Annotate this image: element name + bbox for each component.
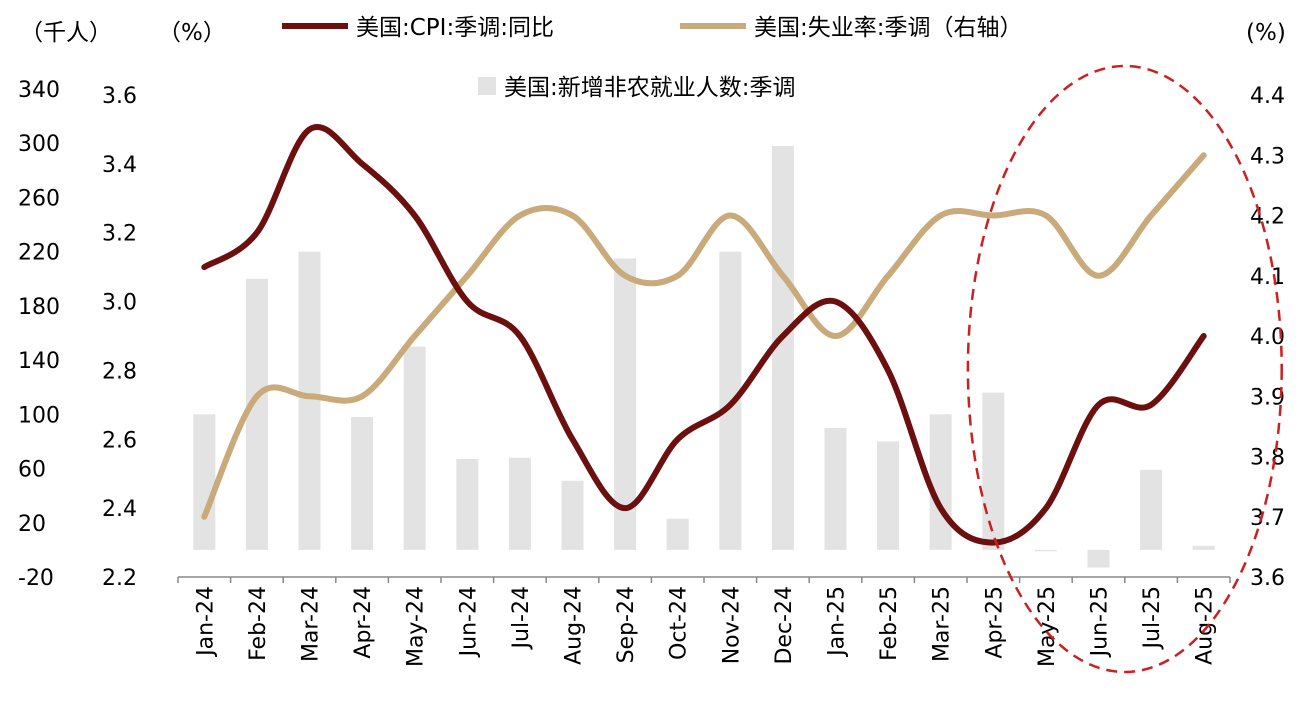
cpi-axis-tick: 3.6: [102, 84, 137, 109]
bar-Jan-25: [824, 427, 847, 550]
bar-axis-unit: （千人）: [20, 20, 112, 46]
bar-Aug-25: [1192, 545, 1215, 550]
x-tick-label: Mar-25: [930, 586, 955, 662]
unemployment-line: [201, 152, 1207, 520]
x-tick-label: Oct-24: [667, 586, 692, 660]
bar-axis-tick: 340: [18, 78, 60, 103]
x-tick-label: Jan-25: [825, 586, 850, 658]
cpi-line: [201, 124, 1207, 546]
bar-axis-tick: 260: [18, 186, 60, 211]
x-tick-label: Sep-24: [614, 586, 639, 663]
legend-label-cpi: 美国:CPI:季调:同比: [356, 15, 554, 41]
right-axis-tick: 3.9: [1250, 385, 1285, 410]
axes: [177, 576, 1231, 583]
right-axis-tick: 4.1: [1250, 265, 1285, 290]
right-axis-tick: 4.4: [1250, 84, 1285, 109]
bar-Dec-24: [771, 145, 794, 550]
x-tick-label: May-24: [404, 586, 429, 667]
legend-swatch-payrolls: [478, 77, 496, 95]
bar-Oct-24: [666, 518, 689, 550]
x-tick-label: Jul-24: [509, 586, 534, 650]
bar-axis-tick: 100: [18, 403, 60, 428]
legend: 美国:CPI:季调:同比 美国:失业率:季调（右轴） 美国:新增非农就业人数:季…: [282, 15, 1023, 101]
x-tick-label: Aug-24: [562, 586, 587, 665]
x-tick-label: Nov-24: [719, 586, 744, 664]
right-axis-unit: (%): [1246, 20, 1286, 46]
bar-Apr-25: [982, 392, 1005, 550]
bar-Jun-24: [456, 459, 479, 550]
annotation: [966, 64, 1283, 674]
x-tick-label: Aug-25: [1193, 586, 1218, 665]
bar-Jul-25: [1140, 469, 1163, 550]
x-tick-label: Jun-24: [456, 586, 481, 658]
bar-axis-tick: 60: [18, 458, 46, 483]
bar-May-25: [1034, 549, 1057, 552]
right-axis-tick: 3.8: [1250, 446, 1285, 471]
x-tick-label: Apr-24: [351, 586, 376, 659]
x-tick-label: Apr-25: [982, 586, 1007, 659]
bar-Feb-25: [877, 441, 900, 550]
x-tick-label: Feb-24: [246, 586, 271, 661]
legend-label-unemp: 美国:失业率:季调（右轴）: [754, 15, 1023, 41]
line-series: [201, 124, 1207, 546]
right-axis-tick: 4.3: [1250, 144, 1285, 169]
x-tick-label: Feb-25: [877, 586, 902, 661]
bar-Mar-24: [298, 251, 321, 550]
x-tick-label: Jun-25: [1088, 586, 1113, 658]
cpi-axis-tick: 2.6: [102, 428, 137, 453]
bar-axis-tick: 220: [18, 241, 60, 266]
x-tick-label: Dec-24: [772, 586, 797, 665]
bar-axis-tick: 140: [18, 349, 60, 374]
x-tick-label: Jan-24: [193, 586, 218, 658]
bar-Aug-24: [561, 480, 584, 550]
bar-May-24: [403, 346, 426, 550]
bar-Jan-24: [193, 414, 216, 550]
bar-Sep-24: [614, 258, 637, 550]
bar-axis-tick: 180: [18, 295, 60, 320]
bar-Jun-25: [1087, 549, 1110, 568]
right-axis-tick: 4.2: [1250, 205, 1285, 230]
cpi-axis-unit: （%）: [158, 20, 226, 46]
cpi-axis-tick: 2.8: [102, 359, 137, 384]
bar-Mar-25: [929, 414, 952, 550]
bar-axis-tick: 20: [18, 512, 46, 537]
cpi-axis-tick: 2.4: [102, 497, 137, 522]
bar-Feb-24: [245, 278, 268, 550]
bar-Apr-24: [351, 417, 374, 550]
tick-labels: 340 300 260 220 180 140 100 60 20 -20 3.6 3.4 3.2 3.0…: [18, 78, 1285, 667]
right-axis-tick: 3.7: [1250, 506, 1285, 531]
cpi-axis-tick: 3.0: [102, 291, 137, 316]
cpi-axis-tick: 3.4: [102, 153, 137, 178]
payrolls-bars: [193, 145, 1215, 568]
x-tick-label: Mar-24: [299, 586, 324, 662]
bar-axis-tick: -20: [18, 566, 54, 591]
right-axis-tick: 3.6: [1250, 566, 1285, 591]
x-tick-label: Jul-25: [1140, 586, 1165, 650]
x-tick-label: May-25: [1035, 586, 1060, 667]
bar-axis-tick: 300: [18, 132, 60, 157]
cpi-axis-tick: 3.2: [102, 222, 137, 247]
cpi-axis-tick: 2.2: [102, 566, 137, 591]
legend-label-payrolls: 美国:新增非农就业人数:季调: [504, 75, 796, 101]
highlight-ellipse: [966, 64, 1283, 674]
bar-Jul-24: [508, 457, 531, 550]
